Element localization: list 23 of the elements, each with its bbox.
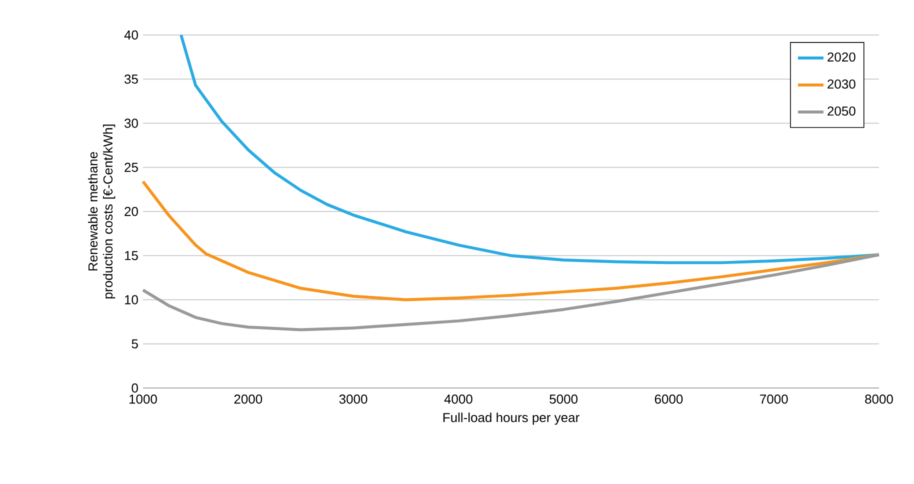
y-tick-label: 15 [124, 251, 138, 260]
y-tick-label: 35 [124, 74, 138, 84]
legend-label: 2020 [828, 52, 856, 62]
x-tick-label: 2000 [234, 394, 262, 404]
x-tick-label: 7000 [760, 394, 788, 404]
y-tick-label: 5 [132, 339, 138, 348]
y-tick-label: 10 [124, 295, 138, 304]
x-tick-label: 6000 [654, 394, 683, 404]
y-tick-label: 25 [124, 162, 138, 172]
x-tick-label: 3000 [339, 394, 368, 404]
y-tick-label: 20 [124, 206, 138, 216]
y-tick-label: 40 [124, 30, 138, 40]
y-tick-label: 30 [124, 118, 138, 128]
x-tick-label: 5000 [550, 394, 578, 404]
line-series [142, 253, 880, 332]
x-axis-title: Full-load hours per year [443, 412, 580, 425]
x-tick-label: 8000 [865, 394, 893, 404]
legend-label: 2050 [828, 106, 856, 116]
y-axis-title: Renewable methane production costs [€-Cent/kWh] [88, 124, 116, 298]
legend-label: 2030 [828, 79, 856, 89]
x-tick-label: 4000 [444, 394, 472, 404]
x-tick-label: 1000 [130, 394, 157, 404]
y-tick-label: 0 [132, 383, 138, 393]
